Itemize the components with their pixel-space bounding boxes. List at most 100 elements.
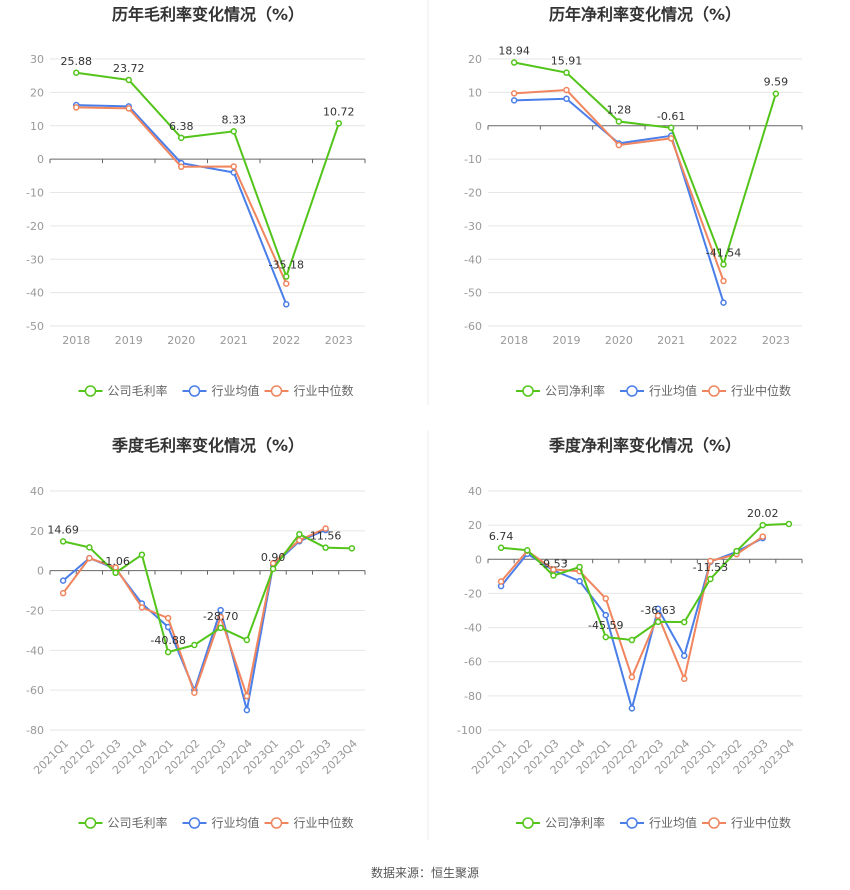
data-point bbox=[296, 536, 303, 544]
legend-item: 行业均值 bbox=[182, 815, 260, 830]
data-point bbox=[138, 551, 146, 558]
y-tick-label: -50 bbox=[26, 320, 44, 333]
legend-marker bbox=[84, 385, 97, 397]
data-point bbox=[563, 86, 570, 94]
legend-item: 公司毛利率 bbox=[78, 383, 168, 398]
data-label: 20.02 bbox=[747, 507, 779, 520]
data-point bbox=[125, 105, 132, 112]
y-tick-label: 30 bbox=[30, 53, 44, 66]
data-point bbox=[720, 299, 727, 306]
y-tick-label: -100 bbox=[457, 724, 482, 737]
data-point bbox=[112, 569, 119, 577]
legend-label: 行业中位数 bbox=[294, 383, 354, 398]
data-point bbox=[138, 604, 146, 611]
data-point bbox=[73, 69, 80, 77]
data-point bbox=[217, 613, 224, 621]
legend-item: 公司净利率 bbox=[516, 383, 605, 398]
series-line bbox=[514, 97, 725, 303]
legend-marker bbox=[626, 385, 638, 397]
data-label: 6.38 bbox=[169, 120, 194, 133]
x-tick-label: 2023 bbox=[762, 334, 790, 347]
legend-label: 公司毛利率 bbox=[108, 383, 168, 398]
y-tick-label: -80 bbox=[464, 690, 482, 703]
data-point bbox=[243, 706, 251, 714]
data-point bbox=[283, 273, 290, 280]
legend-label: 行业中位数 bbox=[731, 383, 791, 398]
data-point bbox=[510, 59, 518, 66]
data-point bbox=[615, 118, 623, 125]
series-line bbox=[62, 532, 352, 654]
data-point bbox=[667, 135, 675, 142]
legend-marker bbox=[708, 817, 720, 829]
y-tick-label: -40 bbox=[26, 287, 44, 300]
legend-item: 行业中位数 bbox=[702, 815, 791, 830]
data-label: -1.06 bbox=[101, 555, 129, 568]
data-point bbox=[322, 544, 329, 551]
y-tick-label: -40 bbox=[26, 644, 44, 657]
legend-item: 公司毛利率 bbox=[78, 815, 168, 830]
legend-label: 行业均值 bbox=[649, 383, 697, 398]
data-point bbox=[164, 648, 172, 656]
legend-marker bbox=[270, 385, 283, 397]
data-point bbox=[602, 611, 609, 619]
chart-title: 季度毛利率变化情况（%） bbox=[111, 436, 304, 455]
data-label: 1.28 bbox=[607, 103, 632, 116]
data-point bbox=[550, 572, 557, 579]
data-label: -45.59 bbox=[588, 619, 623, 632]
data-point bbox=[681, 675, 688, 683]
series-line bbox=[76, 71, 340, 280]
data-point bbox=[217, 606, 224, 614]
legend-label: 公司净利率 bbox=[545, 383, 605, 398]
data-point bbox=[720, 261, 727, 268]
data-point bbox=[243, 636, 251, 644]
source-note: 数据来源：恒生聚源 bbox=[371, 865, 479, 880]
y-tick-label: -20 bbox=[26, 605, 44, 618]
data-point bbox=[628, 636, 636, 644]
data-point bbox=[628, 705, 636, 712]
y-tick-label: -30 bbox=[26, 253, 44, 266]
x-tick-label: 2020 bbox=[605, 334, 633, 347]
y-tick-label: -20 bbox=[26, 220, 44, 233]
y-tick-label: -40 bbox=[464, 622, 482, 635]
x-tick-label: 2022 bbox=[710, 334, 738, 347]
data-label: 14.69 bbox=[47, 523, 79, 536]
data-point bbox=[230, 128, 237, 135]
chart-title: 历年毛利率变化情况（%） bbox=[112, 5, 304, 24]
chart-2: 历年净利率变化情况（%） 20 10 0 -10 -20 -30 -40 -50 -60 2018 2… bbox=[464, 5, 803, 398]
y-tick-label: 10 bbox=[30, 120, 44, 133]
y-tick-label: 0 bbox=[37, 153, 44, 166]
x-tick-label: 2018 bbox=[62, 334, 90, 347]
y-tick-label: -30 bbox=[464, 220, 482, 233]
y-tick-label: 0 bbox=[37, 565, 44, 578]
x-tick-label: 2022 bbox=[272, 334, 300, 347]
legend-marker bbox=[708, 385, 720, 397]
legend-marker bbox=[522, 385, 534, 397]
chart-4: 季度净利率变化情况（%）40200-20-40-60-80-1002021Q12… bbox=[457, 436, 803, 830]
chart-title: 季度净利率变化情况（%） bbox=[548, 436, 741, 455]
data-point bbox=[73, 104, 80, 111]
data-point bbox=[322, 525, 329, 532]
data-point bbox=[230, 163, 237, 170]
series-line bbox=[76, 106, 288, 285]
data-point bbox=[681, 618, 688, 626]
x-tick-label: 2021 bbox=[220, 334, 248, 347]
data-point bbox=[550, 566, 557, 573]
data-label: 15.91 bbox=[551, 55, 583, 68]
y-tick-label: 20 bbox=[30, 525, 44, 538]
legend-item: 行业均值 bbox=[182, 383, 260, 398]
y-tick-label: -50 bbox=[464, 287, 482, 300]
data-label: -41.54 bbox=[706, 246, 741, 259]
legend-item: 公司净利率 bbox=[516, 815, 605, 830]
data-point bbox=[335, 120, 342, 127]
data-point bbox=[681, 652, 688, 659]
data-point bbox=[667, 124, 675, 132]
data-point bbox=[654, 605, 662, 613]
series-line bbox=[501, 522, 789, 642]
y-tick-label: 10 bbox=[468, 86, 482, 99]
legend-marker bbox=[626, 817, 638, 829]
y-tick-label: 0 bbox=[475, 120, 482, 133]
y-tick-label: -10 bbox=[26, 187, 44, 200]
legend-marker bbox=[188, 385, 201, 397]
legend-marker bbox=[84, 817, 97, 829]
